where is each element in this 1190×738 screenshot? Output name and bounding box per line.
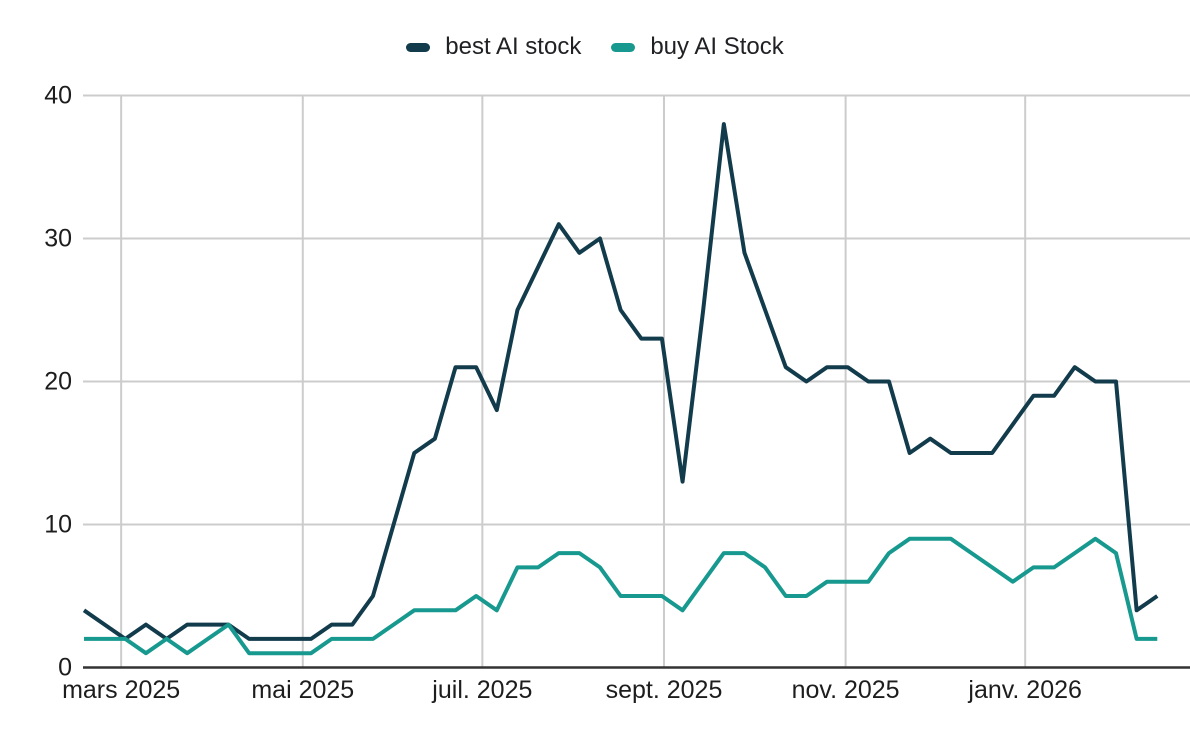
series-line-buy-ai-stock[interactable] <box>84 536 1158 656</box>
y-tick-label-10: 10 <box>44 510 72 538</box>
y-tick-label-40: 40 <box>44 81 72 109</box>
x-tick-label-1: mai 2025 <box>251 676 355 704</box>
x-tick-label-2: juil. 2025 <box>432 676 533 704</box>
legend-label: buy AI Stock <box>650 33 784 60</box>
legend: best AI stock buy AI Stock <box>0 33 1190 61</box>
x-tick-label-5: janv. 2026 <box>968 676 1082 704</box>
legend-item-1: buy AI Stock <box>611 33 784 61</box>
x-tick-label-4: nov. 2025 <box>791 676 900 704</box>
series-line-best-ai-stock[interactable] <box>82 122 1159 641</box>
y-tick-label-30: 30 <box>44 224 72 252</box>
y-tick-label-0: 0 <box>58 653 72 681</box>
legend-swatch-icon <box>611 42 636 52</box>
y-tick-label-20: 20 <box>44 367 72 395</box>
legend-label: best AI stock <box>445 33 582 60</box>
x-tick-label-0: mars 2025 <box>62 676 181 704</box>
legend-swatch-icon <box>406 42 431 52</box>
legend-item-0: best AI stock <box>406 33 581 61</box>
x-tick-label-3: sept. 2025 <box>605 676 723 704</box>
